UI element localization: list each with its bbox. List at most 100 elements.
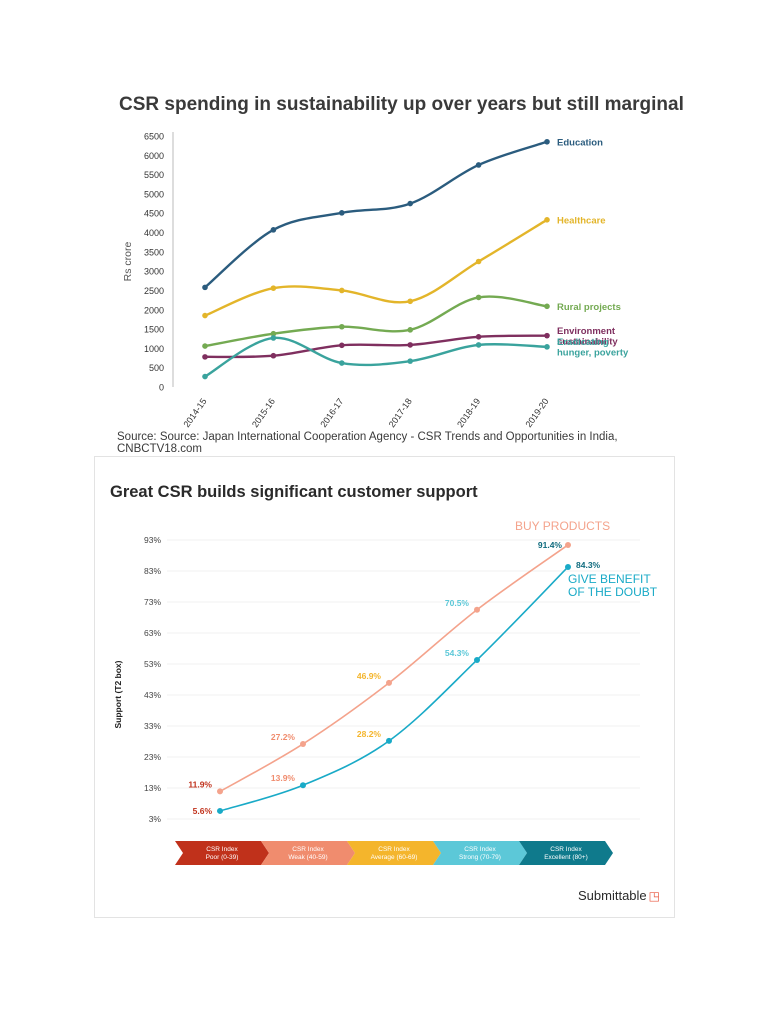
- data-point: [217, 807, 223, 814]
- point-label: 46.9%: [357, 671, 382, 681]
- category-label: CSR Index Average (60-69): [371, 846, 418, 861]
- data-point: [544, 332, 550, 339]
- series-label: Eradicating hunger, poverty: [557, 337, 629, 359]
- x-tick-label: 2016-17: [318, 396, 345, 429]
- data-point: [474, 606, 480, 613]
- y-tick-label: 93%: [144, 535, 161, 545]
- data-point: [339, 210, 345, 216]
- submittable-logo: Submittable ◳: [578, 888, 660, 903]
- data-point: [407, 298, 414, 305]
- data-point: [217, 788, 223, 795]
- chart1-source: Source: Source: Japan International Coop…: [117, 431, 618, 455]
- data-point: [544, 344, 550, 350]
- y-tick-label: 4500: [144, 209, 164, 219]
- data-point: [339, 360, 345, 366]
- y-tick-label: 2000: [144, 305, 164, 315]
- data-point: [270, 330, 277, 337]
- y-tick-label: 63%: [144, 628, 161, 638]
- point-label: 28.2%: [357, 729, 382, 739]
- data-point: [565, 541, 571, 548]
- y-tick-label: 500: [149, 363, 164, 373]
- data-point: [270, 227, 277, 233]
- series-label: Education: [557, 137, 603, 148]
- series-line: [204, 336, 548, 378]
- x-tick-label: 2017-18: [387, 396, 414, 429]
- series-line: [219, 544, 569, 793]
- data-point: [270, 285, 277, 291]
- y-tick-label: 6500: [144, 132, 164, 142]
- data-point: [565, 563, 571, 570]
- csr-spending-chart: CSR spending in sustainability up over y…: [95, 88, 695, 458]
- chart2-plot: 3% 13% 23% 33% 43% 53% 63% 73% 83% 93% Support (T2…: [113, 519, 658, 865]
- y-tick-label: 6000: [144, 151, 164, 161]
- point-label: 91.4%: [538, 540, 563, 550]
- category-arrow: [261, 841, 355, 865]
- y-tick-label: 4000: [144, 228, 164, 238]
- category-arrow: [433, 841, 527, 865]
- category-label: CSR Index Weak (40-59): [288, 846, 327, 861]
- y-axis-label: Rs crore: [122, 242, 134, 282]
- point-label: 84.3%: [576, 560, 601, 570]
- point-label: 54.3%: [445, 648, 470, 658]
- data-point: [544, 303, 550, 310]
- data-point: [475, 342, 482, 348]
- series-label: Healthcare: [557, 215, 606, 226]
- y-tick-label: 5000: [144, 189, 164, 199]
- data-point: [407, 358, 414, 364]
- series-line: [204, 295, 548, 348]
- series-label: GIVE BENEFIT OF THE DOUBT: [568, 572, 658, 599]
- y-tick-label: 33%: [144, 721, 161, 731]
- y-tick-label: 3000: [144, 267, 164, 277]
- data-point: [270, 335, 277, 341]
- data-point: [407, 327, 414, 333]
- data-point: [202, 354, 208, 360]
- series-line: [219, 566, 569, 812]
- data-point: [475, 162, 482, 168]
- x-tick-label: 2019-20: [524, 396, 551, 429]
- category-arrow: [519, 841, 613, 865]
- data-point: [202, 312, 208, 319]
- series-label: Rural projects: [557, 302, 621, 313]
- y-tick-label: 3500: [144, 247, 164, 257]
- x-tick-label: 2014-15: [182, 396, 209, 429]
- y-tick-label: 3%: [149, 814, 162, 824]
- y-tick-label: 1000: [144, 344, 164, 354]
- series-label: BUY PRODUCTS: [515, 519, 610, 533]
- point-label: 70.5%: [445, 598, 470, 608]
- series-line: [204, 140, 548, 289]
- y-tick-label: 5500: [144, 170, 164, 180]
- chart2-title: Great CSR builds significant customer su…: [110, 483, 478, 501]
- y-tick-label: 43%: [144, 690, 161, 700]
- data-point: [544, 138, 550, 145]
- data-point: [202, 373, 208, 380]
- point-label: 5.6%: [193, 806, 213, 816]
- data-point: [339, 323, 345, 330]
- y-tick-label: 23%: [144, 752, 161, 762]
- chart1-title: CSR spending in sustainability up over y…: [119, 94, 684, 115]
- category-arrow: [175, 841, 269, 865]
- point-label: 13.9%: [271, 773, 296, 783]
- data-point: [474, 656, 480, 663]
- data-point: [386, 737, 392, 744]
- y-tick-label: 73%: [144, 597, 161, 607]
- category-label: CSR Index Poor (0-39): [206, 846, 239, 861]
- chart1-plot: 0 500 1000 1500 2000 2500 3000 3500 4000 4500 5000…: [122, 132, 629, 430]
- y-tick-label: 83%: [144, 566, 161, 576]
- data-point: [202, 343, 208, 349]
- data-point: [202, 284, 208, 291]
- data-point: [475, 258, 482, 265]
- data-point: [407, 200, 414, 207]
- data-point: [386, 679, 392, 686]
- point-label: 27.2%: [271, 732, 296, 742]
- y-tick-label: 53%: [144, 659, 161, 669]
- brand-mark-icon: ◳: [648, 889, 660, 903]
- x-tick-label: 2015-16: [250, 396, 277, 429]
- customer-support-card: 3% 13% 23% 33% 43% 53% 63% 73% 83% 93% Support (T2…: [94, 456, 675, 918]
- category-arrow: [347, 841, 441, 865]
- category-label: CSR Index Strong (70-79): [459, 846, 501, 861]
- data-point: [475, 334, 482, 340]
- series-label: Environment sustainability: [557, 326, 618, 348]
- data-point: [300, 740, 306, 747]
- series-line: [204, 218, 548, 317]
- data-point: [270, 352, 277, 359]
